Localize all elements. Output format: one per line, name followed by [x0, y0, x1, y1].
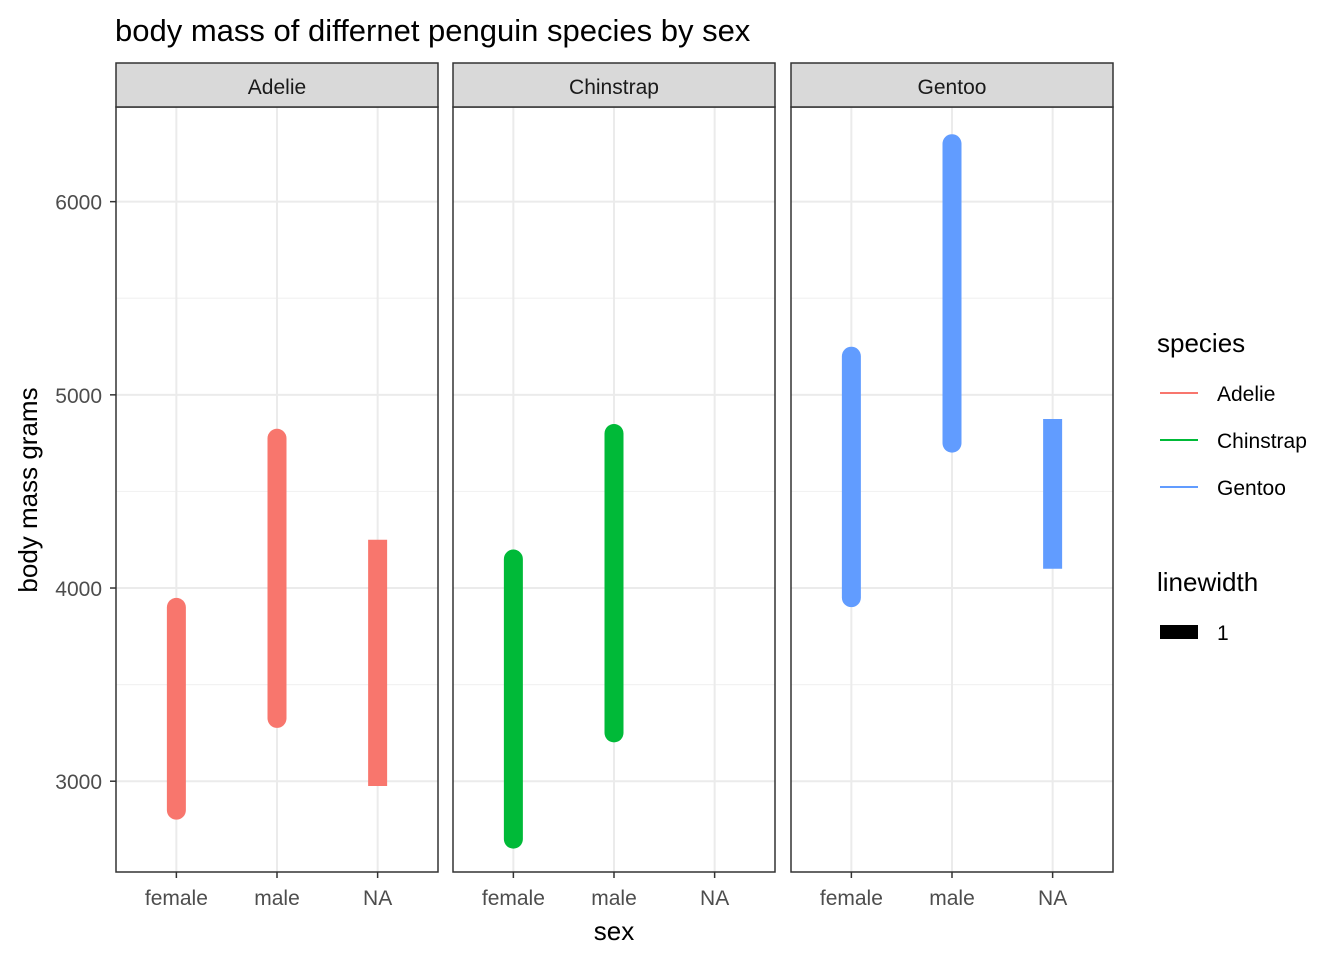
facet-strip: [790, 62, 1114, 108]
legend-item-label: Adelie: [1217, 383, 1275, 406]
chart-title: body mass of differnet penguin species b…: [115, 13, 751, 48]
x-tick-label: female: [820, 887, 883, 910]
legend-item-linewidth-1: 1: [1160, 622, 1229, 645]
x-tick-label: NA: [363, 887, 392, 910]
x-tick-label: female: [482, 887, 545, 910]
facet-strip-label: Adelie: [248, 76, 306, 99]
legend-title-species: species: [1157, 328, 1245, 358]
y-axis-title: body mass grams: [13, 387, 43, 592]
x-tick-label: male: [254, 887, 300, 910]
x-tick-label: male: [929, 887, 975, 910]
facet-strip-label: Chinstrap: [569, 76, 659, 99]
facet-strip-label: Gentoo: [918, 76, 987, 99]
x-tick-label: male: [591, 887, 637, 910]
legend-title-linewidth: linewidth: [1157, 567, 1258, 597]
y-tick-label: 5000: [55, 385, 102, 408]
facet-panel-chinstrap: Chinstrap female male NA: [452, 62, 776, 910]
y-tick-label: 3000: [55, 771, 102, 794]
legend-item-gentoo: Gentoo: [1160, 477, 1286, 500]
x-tick-label: NA: [700, 887, 729, 910]
legend-species-items: Adelie Chinstrap Gentoo: [1160, 383, 1307, 500]
legend-linewidth-items: 1: [1160, 622, 1229, 645]
x-tick-label: female: [145, 887, 208, 910]
legend-item-chinstrap: Chinstrap: [1160, 430, 1307, 453]
y-axis: 3000 4000 5000 6000: [55, 192, 116, 794]
facet-strip: [115, 62, 439, 108]
y-tick-label: 6000: [55, 192, 102, 215]
facet-panel-adelie: Adelie female male NA: [115, 62, 439, 910]
legend-item-adelie: Adelie: [1160, 383, 1275, 406]
x-tick-label: NA: [1038, 887, 1067, 910]
x-axis-title: sex: [594, 916, 634, 946]
y-tick-label: 4000: [55, 578, 102, 601]
legend-item-label: 1: [1217, 622, 1229, 645]
legend-key-linewidth: [1160, 625, 1198, 639]
facet-strip: [452, 62, 776, 108]
legend-item-label: Gentoo: [1217, 477, 1286, 500]
facet-panel-gentoo: Gentoo female male NA: [790, 62, 1114, 910]
legend-item-label: Chinstrap: [1217, 430, 1307, 453]
